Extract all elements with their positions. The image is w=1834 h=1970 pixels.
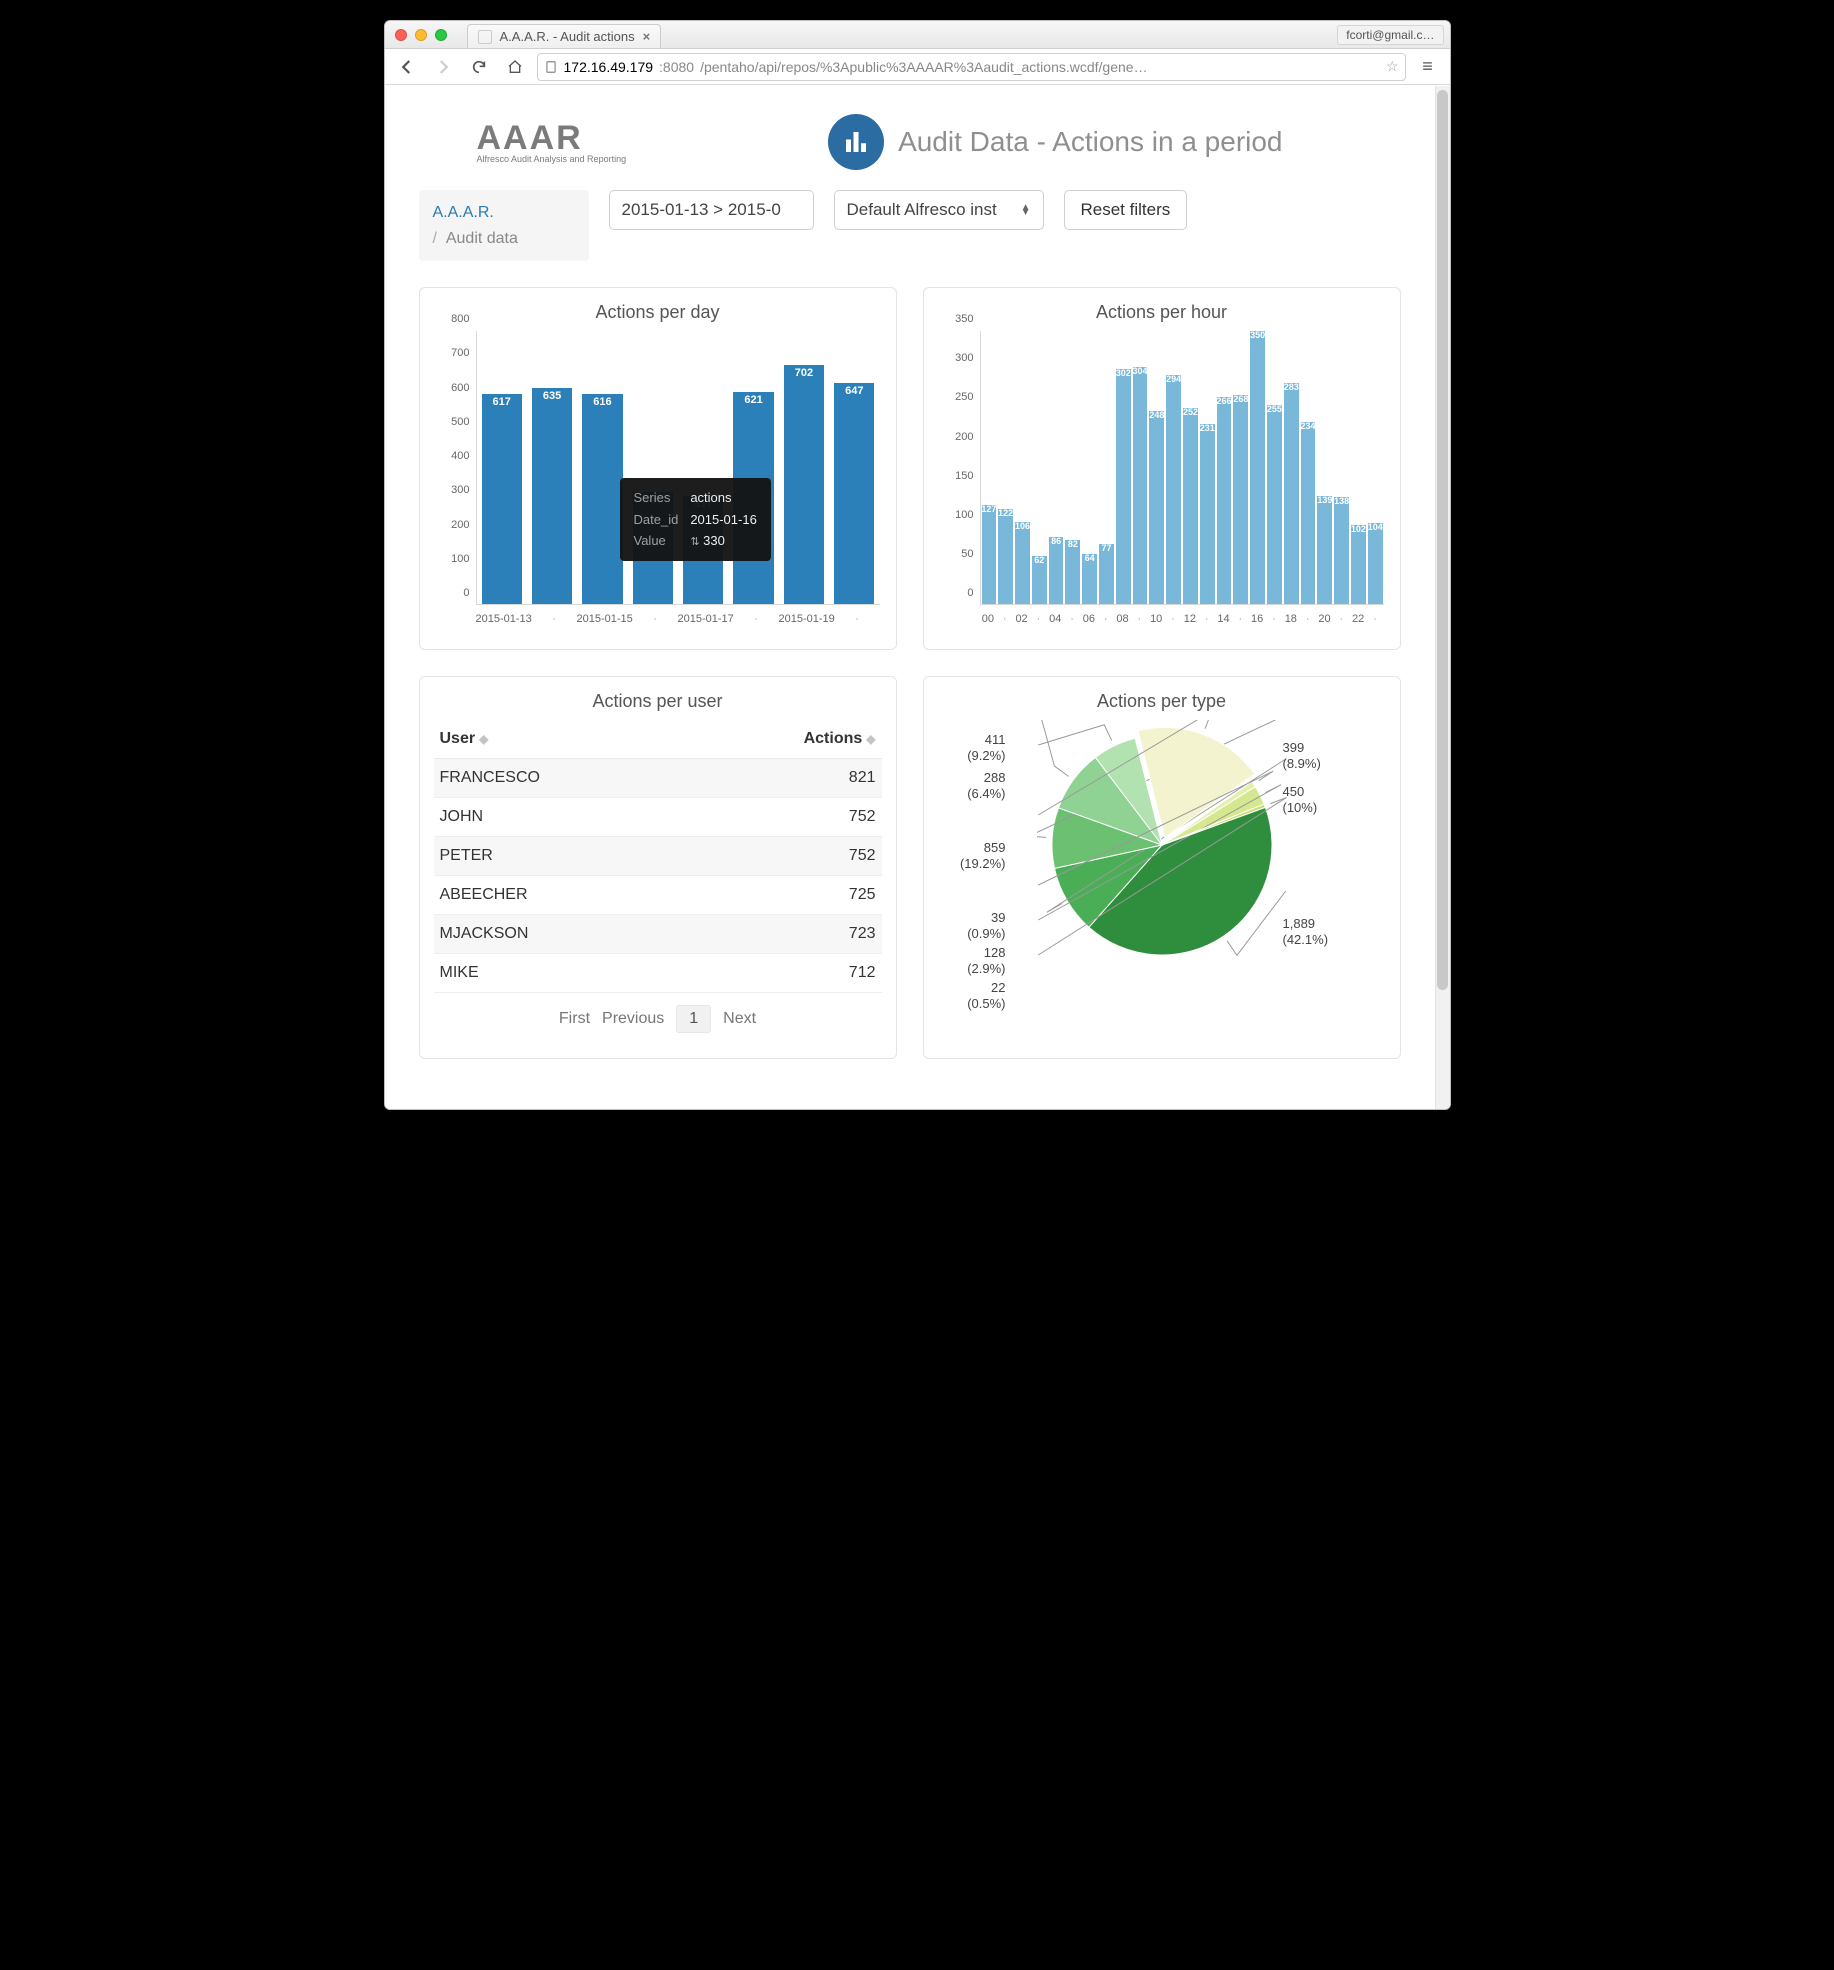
- cell-actions: 723: [690, 915, 881, 954]
- cell-actions: 752: [690, 837, 881, 876]
- titlebar: A.A.A.R. - Audit actions × fcorti@gmail.…: [385, 21, 1450, 49]
- breadcrumb-sep: /: [433, 230, 437, 247]
- profile-chip[interactable]: fcorti@gmail.c…: [1337, 25, 1443, 45]
- instance-select-value: Default Alfresco inst: [847, 200, 997, 220]
- date-range-value: 2015-01-13 > 2015-0: [622, 200, 781, 220]
- browser-toolbar: 172.16.49.179 :8080/pentaho/api/repos/%3A…: [385, 49, 1450, 85]
- tip-v3: 330: [703, 533, 725, 548]
- date-range-input[interactable]: 2015-01-13 > 2015-0: [609, 190, 814, 230]
- menu-button[interactable]: ≡: [1414, 54, 1442, 80]
- users-table: User◆ Actions◆ FRANCESCO821JOHN752PETER7…: [434, 720, 882, 993]
- forward-button: [429, 54, 457, 80]
- cell-user: JOHN: [434, 798, 691, 837]
- page-title: Audit Data - Actions in a period: [898, 126, 1282, 158]
- cell-user: ABEECHER: [434, 876, 691, 915]
- tab-title: A.A.A.R. - Audit actions: [500, 29, 635, 44]
- col-actions[interactable]: Actions◆: [690, 720, 881, 759]
- pie-label: 399(8.9%): [1283, 740, 1321, 773]
- table-row[interactable]: FRANCESCO821: [434, 759, 882, 798]
- cell-user: MJACKSON: [434, 915, 691, 954]
- pie-label: 450(10%): [1283, 784, 1318, 817]
- pager-next[interactable]: Next: [723, 1010, 756, 1028]
- cell-actions: 712: [690, 954, 881, 993]
- instance-select[interactable]: Default Alfresco inst ▲▼: [834, 190, 1044, 230]
- reload-button[interactable]: [465, 54, 493, 80]
- cell-actions: 821: [690, 759, 881, 798]
- tip-k1: Series: [634, 488, 689, 508]
- panel-title: Actions per hour: [938, 302, 1386, 323]
- panel-title: Actions per user: [434, 691, 882, 712]
- pie-label: 411(9.2%): [967, 732, 1005, 765]
- cell-user: MIKE: [434, 954, 691, 993]
- col-user[interactable]: User◆: [434, 720, 691, 759]
- reset-filters-button[interactable]: Reset filters: [1064, 190, 1188, 230]
- cell-actions: 752: [690, 798, 881, 837]
- table-row[interactable]: MIKE712: [434, 954, 882, 993]
- pager-current: 1: [676, 1005, 711, 1033]
- table-row[interactable]: MJACKSON723: [434, 915, 882, 954]
- pager: First Previous 1 Next: [434, 1005, 882, 1033]
- window-max-icon[interactable]: [435, 29, 447, 41]
- breadcrumb: A.A.A.R. / Audit data: [419, 190, 589, 261]
- pie-label: 859(19.2%): [960, 840, 1006, 873]
- back-button[interactable]: [393, 54, 421, 80]
- pie-label: 22(0.5%): [967, 980, 1005, 1013]
- logo-title: AAAR: [477, 121, 627, 155]
- tip-v2: 2015-01-16: [690, 510, 757, 530]
- address-bar[interactable]: 172.16.49.179 :8080/pentaho/api/repos/%3A…: [537, 53, 1406, 81]
- bookmark-star-icon[interactable]: ☆: [1386, 58, 1399, 75]
- table-row[interactable]: JOHN752: [434, 798, 882, 837]
- tab-favicon-icon: [478, 30, 492, 44]
- tab-close-icon[interactable]: ×: [643, 29, 651, 44]
- tip-k2: Date_id: [634, 510, 689, 530]
- panel-actions-per-type: Actions per type 1,889(42.1%) 450(10%) 399…: [923, 676, 1401, 1059]
- pie-label: 1,889(42.1%): [1283, 916, 1329, 949]
- chart-tooltip: Seriesactions Date_id2015-01-16 Value⇅ 3…: [620, 478, 771, 561]
- pie-label: 39(0.9%): [967, 910, 1005, 943]
- browser-tab[interactable]: A.A.A.R. - Audit actions ×: [467, 24, 662, 48]
- chart-actions-per-hour[interactable]: 0501001502002503003501271221066286826477…: [938, 331, 1386, 631]
- url-host: 172.16.49.179: [564, 59, 654, 75]
- sort-icon: ◆: [479, 732, 488, 746]
- logo: AAAR Alfresco Audit Analysis and Reporti…: [419, 117, 627, 167]
- pie-label: 128(2.9%): [967, 945, 1005, 978]
- scrollbar[interactable]: [1435, 86, 1450, 1109]
- sort-icon: ◆: [866, 732, 875, 746]
- pager-first[interactable]: First: [559, 1010, 590, 1028]
- window-min-icon[interactable]: [415, 29, 427, 41]
- logo-subtitle: Alfresco Audit Analysis and Reporting: [477, 155, 627, 164]
- url-path: /pentaho/api/repos/%3Apublic%3AAAAR%3Aau…: [700, 59, 1148, 75]
- cell-actions: 725: [690, 876, 881, 915]
- url-port: :8080: [659, 59, 694, 75]
- cell-user: FRANCESCO: [434, 759, 691, 798]
- panel-actions-per-day: Actions per day 010020030040050060070080…: [419, 287, 897, 650]
- panel-actions-per-hour: Actions per hour 05010015020025030035012…: [923, 287, 1401, 650]
- panel-title: Actions per type: [938, 691, 1386, 712]
- pie-label: 288(6.4%): [967, 770, 1005, 803]
- pager-prev[interactable]: Previous: [602, 1010, 664, 1028]
- home-button[interactable]: [501, 54, 529, 80]
- page-type-icon: [828, 114, 884, 170]
- tip-k3: Value: [634, 531, 689, 551]
- browser-window: A.A.A.R. - Audit actions × fcorti@gmail.…: [384, 20, 1451, 1110]
- panel-actions-per-user: Actions per user User◆ Actions◆ FRANCESC…: [419, 676, 897, 1059]
- table-row[interactable]: PETER752: [434, 837, 882, 876]
- table-row[interactable]: ABEECHER725: [434, 876, 882, 915]
- tip-v1: actions: [690, 488, 757, 508]
- breadcrumb-root[interactable]: A.A.A.R.: [433, 204, 494, 221]
- select-caret-icon: ▲▼: [1021, 205, 1031, 215]
- logo-flower-icon: [419, 117, 469, 167]
- breadcrumb-leaf: Audit data: [446, 230, 518, 247]
- cell-user: PETER: [434, 837, 691, 876]
- chart-actions-per-type[interactable]: 1,889(42.1%) 450(10%) 399(8.9%) 411(9.2%) 28…: [938, 720, 1386, 1040]
- panel-title: Actions per day: [434, 302, 882, 323]
- window-close-icon[interactable]: [395, 29, 407, 41]
- page-icon: [544, 60, 558, 74]
